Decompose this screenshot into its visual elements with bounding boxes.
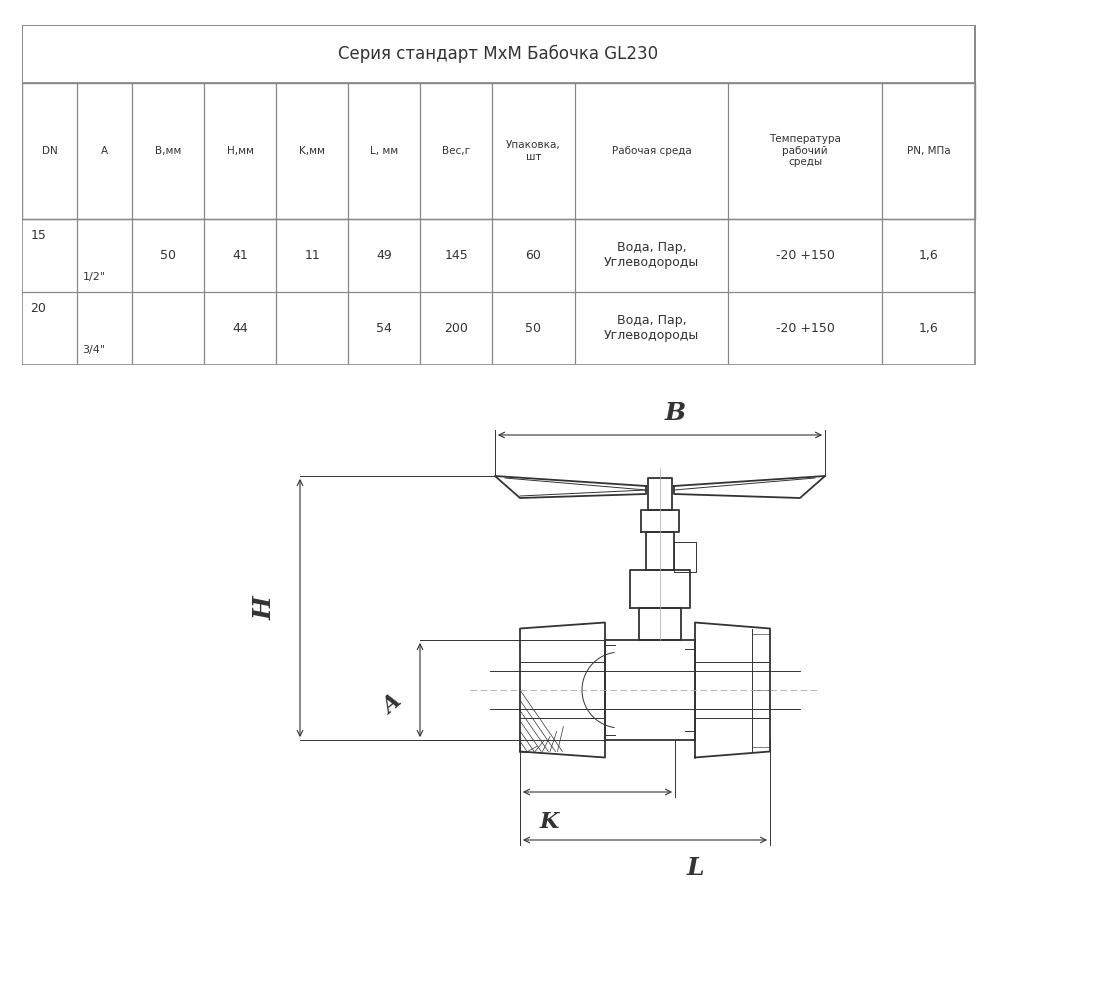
Text: Рабочая среда: Рабочая среда (612, 146, 692, 156)
Text: 200: 200 (445, 322, 468, 335)
Text: Вода, Пар,
Углеводороды: Вода, Пар, Углеводороды (604, 314, 699, 342)
Text: -20 +150: -20 +150 (775, 249, 835, 262)
Text: Вес,г: Вес,г (442, 146, 470, 156)
Text: 3/4": 3/4" (83, 345, 106, 355)
Text: L: L (686, 856, 704, 880)
Text: Температура
рабочий
среды: Температура рабочий среды (769, 134, 842, 167)
Text: 50: 50 (160, 249, 176, 262)
Text: 49: 49 (376, 249, 392, 262)
Text: A: A (378, 691, 406, 719)
Text: B,мм: B,мм (156, 146, 181, 156)
Text: 145: 145 (445, 249, 468, 262)
Text: -20 +150: -20 +150 (775, 322, 835, 335)
Text: B: B (664, 401, 686, 425)
Text: Серия стандарт МхМ Бабочка GL230: Серия стандарт МхМ Бабочка GL230 (339, 45, 658, 63)
Text: 41: 41 (233, 249, 248, 262)
Text: 44: 44 (233, 322, 248, 335)
Text: K: K (540, 811, 559, 833)
Text: H,мм: H,мм (227, 146, 254, 156)
Text: 60: 60 (525, 249, 542, 262)
Text: 1/2": 1/2" (83, 272, 106, 282)
Text: L, мм: L, мм (371, 146, 398, 156)
Text: 50: 50 (525, 322, 542, 335)
Text: 54: 54 (376, 322, 393, 335)
Text: 20: 20 (31, 302, 46, 315)
Text: 15: 15 (31, 229, 46, 242)
Text: DN: DN (42, 146, 57, 156)
Text: A: A (101, 146, 108, 156)
Text: 1,6: 1,6 (919, 249, 939, 262)
Text: 11: 11 (304, 249, 320, 262)
Text: H: H (253, 596, 277, 620)
Text: PN, МПа: PN, МПа (907, 146, 951, 156)
Text: 1,6: 1,6 (919, 322, 939, 335)
Text: Вода, Пар,
Углеводороды: Вода, Пар, Углеводороды (604, 241, 699, 269)
Text: K,мм: K,мм (299, 146, 325, 156)
Text: Упаковка,
шт: Упаковка, шт (506, 140, 560, 162)
